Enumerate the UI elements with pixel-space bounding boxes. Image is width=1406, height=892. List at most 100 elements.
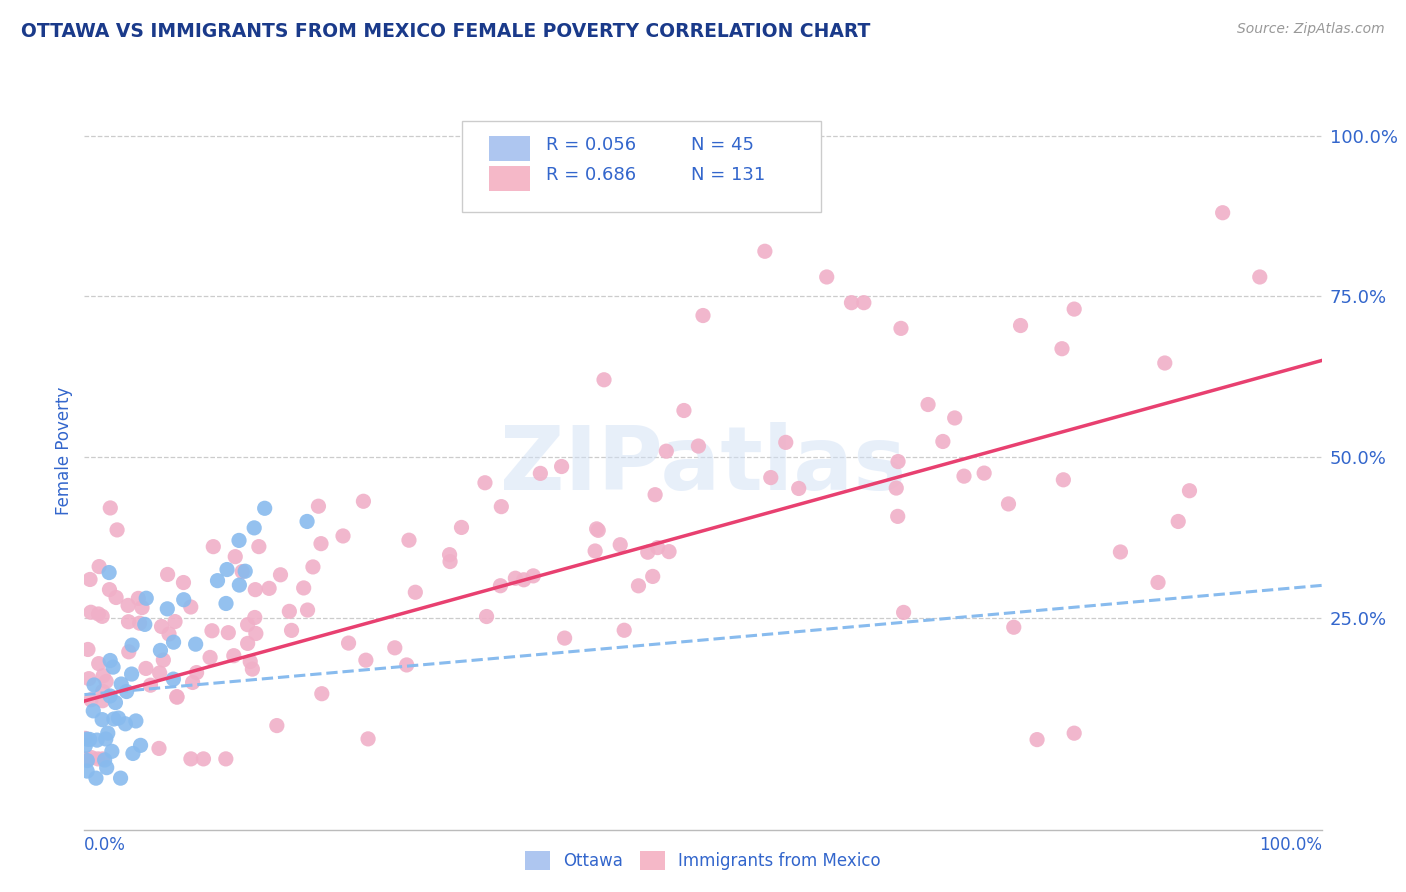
Point [278, 604, 301, 618]
Point [101, 660, 124, 674]
Text: R = 0.686: R = 0.686 [546, 166, 636, 185]
Point [1063, 726, 1085, 740]
Point [672, 403, 695, 417]
Point [87, 752, 110, 766]
Point [129, 739, 152, 753]
Point [586, 524, 609, 538]
Point [166, 690, 188, 704]
Point [637, 545, 659, 559]
Point [184, 637, 207, 651]
Point [1026, 732, 1049, 747]
Point [236, 617, 259, 632]
Point [149, 665, 172, 680]
Point [97, 726, 120, 740]
Point [76, 764, 98, 778]
Point [439, 548, 461, 562]
Point [162, 672, 184, 686]
Point [233, 564, 256, 578]
Point [474, 475, 496, 490]
Point [135, 661, 157, 675]
Point [759, 470, 782, 484]
Point [354, 653, 377, 667]
Point [98, 500, 121, 515]
Point [86, 733, 108, 747]
Point [96, 761, 118, 775]
Point [186, 665, 208, 680]
Point [513, 573, 536, 587]
Point [114, 716, 136, 731]
Point [754, 244, 776, 259]
Point [247, 540, 270, 554]
Point [207, 574, 229, 588]
Point [1052, 473, 1074, 487]
Point [242, 662, 264, 676]
Point [893, 606, 915, 620]
Point [87, 657, 110, 671]
Point [585, 522, 607, 536]
Point [127, 591, 149, 606]
Point [307, 500, 329, 514]
Point [94, 674, 117, 689]
Point [103, 712, 125, 726]
Point [215, 562, 238, 576]
Point [583, 544, 606, 558]
Point [627, 579, 650, 593]
FancyBboxPatch shape [461, 120, 821, 211]
Text: 0.0%: 0.0% [84, 836, 127, 854]
Point [135, 591, 157, 606]
Point [217, 625, 239, 640]
Point [887, 454, 910, 468]
Point [1147, 575, 1170, 590]
Point [295, 515, 318, 529]
Point [231, 565, 253, 579]
Point [228, 578, 250, 592]
Point [215, 752, 238, 766]
Point [554, 631, 576, 645]
Point [125, 714, 148, 728]
Point [150, 619, 173, 633]
Point [245, 626, 267, 640]
Point [550, 459, 572, 474]
Point [149, 643, 172, 657]
Text: R = 0.056: R = 0.056 [546, 136, 636, 154]
Point [688, 439, 710, 453]
Point [505, 571, 527, 585]
Point [91, 684, 114, 698]
Point [815, 270, 838, 285]
Point [76, 732, 98, 747]
Point [917, 397, 939, 411]
Point [98, 653, 121, 667]
Point [107, 711, 129, 725]
Point [98, 689, 121, 703]
Point [529, 467, 551, 481]
Point [134, 617, 156, 632]
Point [115, 684, 138, 698]
Point [121, 667, 143, 681]
Point [87, 607, 110, 621]
Text: ZIPatlas: ZIPatlas [501, 422, 905, 509]
Text: N = 131: N = 131 [690, 166, 765, 185]
Point [311, 687, 333, 701]
Point [1167, 515, 1189, 529]
Point [692, 309, 714, 323]
Text: OTTAWA VS IMMIGRANTS FROM MEXICO FEMALE POVERTY CORRELATION CHART: OTTAWA VS IMMIGRANTS FROM MEXICO FEMALE … [21, 22, 870, 41]
Point [104, 696, 127, 710]
Point [1050, 342, 1073, 356]
Point [953, 469, 976, 483]
Point [172, 575, 194, 590]
Point [224, 549, 246, 564]
Point [91, 609, 114, 624]
Point [491, 500, 513, 514]
Point [180, 752, 202, 766]
Point [80, 693, 103, 707]
Point [884, 481, 907, 495]
Text: Source: ZipAtlas.com: Source: ZipAtlas.com [1237, 22, 1385, 37]
Point [1010, 318, 1032, 333]
Point [787, 482, 810, 496]
Point [75, 739, 97, 753]
FancyBboxPatch shape [489, 166, 530, 191]
Point [131, 600, 153, 615]
Point [156, 602, 179, 616]
Point [79, 573, 101, 587]
Point [398, 533, 420, 548]
